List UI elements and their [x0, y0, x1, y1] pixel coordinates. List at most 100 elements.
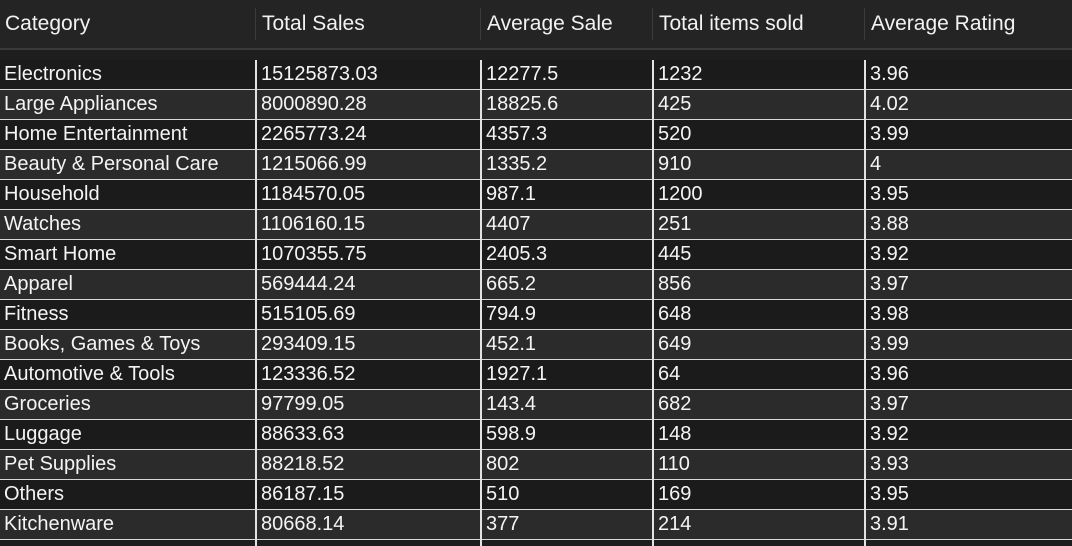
- cell-total-sales[interactable]: 88633.63: [261, 423, 345, 445]
- cell-category[interactable]: Large Appliances: [4, 93, 158, 115]
- cell-total-sales[interactable]: 86187.15: [261, 483, 345, 505]
- cell-category[interactable]: Home Entertainment: [4, 123, 188, 145]
- column-header-total-items-sold[interactable]: Total items sold: [659, 12, 804, 35]
- table-row[interactable]: Books, Games & Toys 293409.15 452.1 649 3.99: [0, 330, 1072, 360]
- cell-category[interactable]: Books, Games & Toys: [4, 333, 201, 355]
- cell-average-rating[interactable]: 3.99: [870, 123, 909, 145]
- table-row[interactable]: Household 1184570.05 987.1 1200 3.95: [0, 180, 1072, 210]
- table-row[interactable]: Large Appliances 8000890.28 18825.6 425 4.02: [0, 90, 1072, 120]
- cell-total-sales[interactable]: 123336.52: [261, 363, 356, 385]
- cell-total-sales[interactable]: 1184570.05: [261, 183, 366, 205]
- cell-average-rating[interactable]: 3.98: [870, 303, 909, 325]
- cell-average-sale[interactable]: 4357.3: [486, 123, 548, 145]
- cell-category[interactable]: Others: [4, 483, 65, 505]
- cell-average-sale[interactable]: 598.9: [486, 423, 537, 445]
- cell-category[interactable]: Watches: [4, 213, 82, 235]
- cell-category[interactable]: Luggage: [4, 423, 82, 445]
- column-resize-handle[interactable]: [652, 8, 653, 40]
- cell-total-items-sold[interactable]: 1232: [658, 63, 703, 85]
- cell-average-sale[interactable]: 510: [486, 483, 520, 505]
- column-header-total-sales[interactable]: Total Sales: [262, 12, 365, 35]
- cell-average-rating[interactable]: 3.92: [870, 423, 909, 445]
- cell-total-items-sold[interactable]: 682: [658, 393, 692, 415]
- cell-total-sales[interactable]: 8000890.28: [261, 93, 367, 115]
- table-row[interactable]: Fitness 515105.69 794.9 648 3.98: [0, 300, 1072, 330]
- cell-total-sales[interactable]: 569444.24: [261, 273, 356, 295]
- cell-average-rating[interactable]: 4: [870, 153, 882, 175]
- cell-average-sale[interactable]: 794.9: [486, 303, 537, 325]
- cell-category[interactable]: Kitchenware: [4, 513, 115, 535]
- cell-category[interactable]: Fitness: [4, 303, 69, 325]
- cell-average-rating[interactable]: 3.96: [870, 63, 909, 85]
- cell-total-items-sold[interactable]: 214: [658, 513, 692, 535]
- column-header-category[interactable]: Category: [5, 12, 91, 35]
- cell-total-sales[interactable]: 15125873.03: [261, 63, 378, 85]
- cell-average-sale[interactable]: 12277.5: [486, 63, 559, 85]
- cell-average-sale[interactable]: 987.1: [486, 183, 537, 205]
- cell-total-items-sold[interactable]: 110: [658, 453, 690, 475]
- cell-category[interactable]: Groceries: [4, 393, 91, 415]
- cell-total-items-sold[interactable]: 148: [658, 423, 692, 445]
- column-header-average-rating[interactable]: Average Rating: [871, 12, 1016, 35]
- cell-category[interactable]: Electronics: [4, 63, 102, 85]
- cell-total-items-sold[interactable]: 425: [658, 93, 692, 115]
- cell-average-sale[interactable]: 802: [486, 453, 520, 475]
- cell-average-sale[interactable]: 665.2: [486, 273, 537, 295]
- cell-total-items-sold[interactable]: 169: [658, 483, 692, 505]
- table-row[interactable]: Others 86187.15 510 169 3.95: [0, 480, 1072, 510]
- cell-total-sales[interactable]: 515105.69: [261, 303, 356, 325]
- column-resize-handle[interactable]: [480, 8, 481, 40]
- cell-total-items-sold[interactable]: 64: [658, 363, 681, 385]
- cell-total-items-sold[interactable]: 445: [658, 243, 692, 265]
- cell-average-rating[interactable]: 3.92: [870, 243, 909, 265]
- cell-category[interactable]: Beauty & Personal Care: [4, 153, 219, 175]
- cell-average-rating[interactable]: 3.88: [870, 213, 909, 235]
- cell-average-sale[interactable]: 452.1: [486, 333, 537, 355]
- cell-average-sale[interactable]: 143.4: [486, 393, 537, 415]
- cell-category[interactable]: Household: [4, 183, 100, 205]
- table-row[interactable]: Apparel 569444.24 665.2 856 3.97: [0, 270, 1072, 300]
- cell-total-items-sold[interactable]: 856: [658, 273, 692, 295]
- table-row[interactable]: Groceries 97799.05 143.4 682 3.97: [0, 390, 1072, 420]
- cell-category[interactable]: Apparel: [4, 273, 73, 295]
- table-row[interactable]: Electronics 15125873.03 12277.5 1232 3.96: [0, 60, 1072, 90]
- table-row[interactable]: Automotive & Tools 123336.52 1927.1 64 3.96: [0, 360, 1072, 390]
- cell-total-sales[interactable]: 80668.14: [261, 513, 345, 535]
- table-row[interactable]: Kitchenware 80668.14 377 214 3.91: [0, 510, 1072, 540]
- table-row[interactable]: Pet Supplies 88218.52 802 110 3.93: [0, 450, 1072, 480]
- cell-total-sales[interactable]: 97799.05: [261, 393, 345, 415]
- cell-average-sale[interactable]: 1927.1: [486, 363, 548, 385]
- cell-average-sale[interactable]: 18825.6: [486, 93, 559, 115]
- table-row[interactable]: Smart Home 1070355.75 2405.3 445 3.92: [0, 240, 1072, 270]
- cell-average-rating[interactable]: 3.95: [870, 483, 909, 505]
- cell-average-sale[interactable]: 377: [486, 513, 520, 535]
- cell-total-items-sold[interactable]: 648: [658, 303, 692, 325]
- cell-total-items-sold[interactable]: 910: [658, 153, 692, 175]
- table-row[interactable]: Luggage 88633.63 598.9 148 3.92: [0, 420, 1072, 450]
- cell-average-rating[interactable]: 3.96: [870, 363, 909, 385]
- cell-total-sales[interactable]: 2265773.24: [261, 123, 367, 145]
- column-resize-handle[interactable]: [255, 8, 256, 40]
- cell-average-rating[interactable]: 3.97: [870, 273, 909, 295]
- cell-average-rating[interactable]: 3.97: [870, 393, 909, 415]
- cell-average-rating[interactable]: 3.95: [870, 183, 909, 205]
- cell-total-sales[interactable]: 88218.52: [261, 453, 345, 475]
- cell-category[interactable]: Smart Home: [4, 243, 117, 265]
- cell-total-items-sold[interactable]: 649: [658, 333, 692, 355]
- cell-total-items-sold[interactable]: 1200: [658, 183, 703, 205]
- cell-average-rating[interactable]: 3.93: [870, 453, 909, 475]
- column-resize-handle[interactable]: [864, 8, 865, 40]
- column-header-average-sale[interactable]: Average Sale: [487, 12, 613, 35]
- cell-total-sales[interactable]: 1215066.99: [261, 153, 367, 175]
- cell-category[interactable]: Pet Supplies: [4, 453, 117, 475]
- cell-category[interactable]: Automotive & Tools: [4, 363, 175, 385]
- cell-total-items-sold[interactable]: 251: [658, 213, 692, 235]
- cell-average-rating[interactable]: 4.02: [870, 93, 909, 115]
- cell-total-sales[interactable]: 1106160.15: [261, 213, 366, 235]
- cell-average-rating[interactable]: 3.99: [870, 333, 909, 355]
- cell-average-rating[interactable]: 3.91: [870, 513, 909, 535]
- table-row[interactable]: Beauty & Personal Care 1215066.99 1335.2 91…: [0, 150, 1072, 180]
- cell-total-sales[interactable]: 1070355.75: [261, 243, 367, 265]
- cell-total-items-sold[interactable]: 520: [658, 123, 692, 145]
- cell-average-sale[interactable]: 2405.3: [486, 243, 548, 265]
